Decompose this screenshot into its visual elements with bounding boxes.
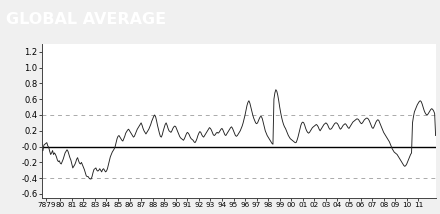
Text: GLOBAL AVERAGE: GLOBAL AVERAGE — [6, 12, 166, 27]
